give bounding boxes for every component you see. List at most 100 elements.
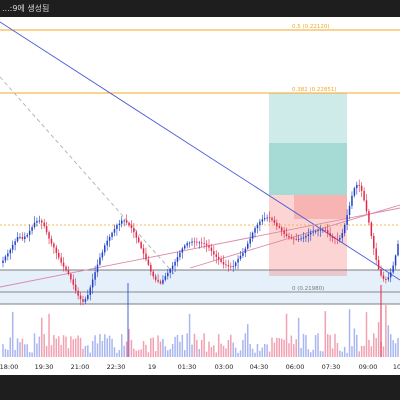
volume-bar bbox=[84, 345, 87, 357]
candle-body bbox=[254, 228, 256, 233]
candle-body bbox=[159, 281, 162, 284]
candle-body bbox=[336, 239, 339, 240]
candle-body bbox=[16, 236, 19, 242]
trend-line-descending bbox=[0, 21, 400, 281]
candle-body bbox=[276, 222, 278, 227]
candle-body bbox=[128, 222, 130, 226]
time-label-3: 22:30 bbox=[107, 363, 126, 371]
candle-body bbox=[31, 227, 33, 231]
candle-body bbox=[57, 252, 60, 258]
volume-bar bbox=[36, 343, 38, 357]
volume-bar bbox=[312, 349, 314, 357]
volume-bar bbox=[104, 334, 106, 357]
candle-body bbox=[326, 230, 329, 233]
volume-bar bbox=[351, 346, 353, 357]
volume-bar bbox=[11, 311, 14, 357]
volume-bar bbox=[101, 340, 104, 357]
candle-body bbox=[297, 239, 300, 240]
candle-body bbox=[268, 217, 271, 219]
volume-bar bbox=[271, 337, 273, 357]
candle-body bbox=[312, 231, 314, 233]
candle-body bbox=[104, 245, 106, 253]
candle-body bbox=[113, 228, 116, 233]
volume-bar bbox=[120, 334, 123, 357]
volume-bar bbox=[200, 339, 203, 357]
candlestick-chart[interactable]: 0.5 (0.22120)0.382 (0.22851)0 (0.21980) … bbox=[0, 17, 400, 375]
volume-bar bbox=[87, 345, 89, 357]
volume-bar bbox=[273, 342, 276, 357]
candle-body bbox=[19, 236, 21, 238]
candle-body bbox=[116, 225, 118, 229]
candle-body bbox=[198, 242, 201, 244]
candle-body bbox=[346, 215, 348, 225]
volume-bar bbox=[28, 352, 31, 357]
position-loss-zone-inner bbox=[294, 195, 347, 219]
volume-bar bbox=[331, 348, 334, 357]
position-profit-zone bbox=[269, 93, 347, 195]
time-label-6: 03:00 bbox=[215, 363, 234, 371]
candle-body bbox=[77, 290, 79, 296]
candle-body bbox=[382, 275, 385, 279]
volume-bar bbox=[77, 335, 79, 357]
volume-bar bbox=[356, 334, 358, 357]
volume-bar bbox=[247, 324, 249, 357]
candle-body bbox=[302, 237, 305, 239]
candle-body bbox=[135, 232, 138, 238]
volume-bar bbox=[150, 338, 152, 357]
volume-bar bbox=[336, 343, 339, 357]
volume-bar bbox=[280, 338, 283, 357]
volume-bar bbox=[242, 339, 244, 357]
candle-body bbox=[331, 236, 334, 238]
volume-bar bbox=[305, 335, 307, 357]
volume-bar bbox=[377, 322, 380, 357]
volume-bar bbox=[65, 336, 67, 357]
candle-body bbox=[370, 222, 373, 236]
volume-bar bbox=[94, 335, 96, 357]
candle-body bbox=[244, 248, 247, 253]
volume-bar bbox=[365, 312, 368, 357]
volume-bar bbox=[210, 347, 213, 357]
candle-body bbox=[26, 234, 28, 237]
range-zone bbox=[0, 270, 400, 304]
volume-bar bbox=[60, 344, 62, 357]
candle-body bbox=[227, 265, 230, 267]
candle-body bbox=[324, 229, 327, 231]
candle-body bbox=[193, 241, 196, 243]
volume-bar bbox=[145, 344, 147, 357]
candle-body bbox=[191, 241, 193, 243]
candle-body bbox=[375, 248, 377, 260]
candle-body bbox=[368, 211, 370, 223]
volume-bar bbox=[288, 343, 290, 357]
volume-bar bbox=[237, 352, 239, 357]
volume-bar bbox=[116, 352, 118, 357]
volume-bar bbox=[128, 329, 130, 357]
candle-body bbox=[222, 261, 225, 265]
candle-body bbox=[79, 295, 82, 300]
volume-bar bbox=[108, 335, 111, 357]
candle-body bbox=[142, 248, 145, 254]
candle-body bbox=[234, 262, 237, 267]
candle-body bbox=[271, 218, 273, 220]
volume-bar bbox=[317, 333, 319, 357]
volume-bar bbox=[285, 313, 288, 357]
trend-line-ascending-2 bbox=[189, 204, 400, 269]
candle-body bbox=[203, 243, 205, 244]
candle-body bbox=[259, 221, 261, 225]
candle-body bbox=[329, 232, 331, 237]
candle-body bbox=[157, 279, 159, 282]
candle-body bbox=[11, 244, 14, 250]
candle-body bbox=[84, 299, 87, 302]
volume-bar bbox=[297, 317, 300, 357]
volume-bar bbox=[278, 338, 281, 357]
candle-body bbox=[210, 247, 213, 252]
candle-body bbox=[373, 235, 375, 249]
candle-body bbox=[145, 253, 147, 260]
candle-body bbox=[351, 195, 353, 206]
volume-bar bbox=[19, 342, 21, 357]
candle-body bbox=[232, 266, 234, 267]
volume-bar bbox=[208, 341, 210, 357]
volume-bar bbox=[343, 346, 346, 357]
volume-bar bbox=[263, 344, 266, 357]
candle-body bbox=[310, 232, 312, 235]
time-label-11: 10 bbox=[393, 363, 400, 371]
